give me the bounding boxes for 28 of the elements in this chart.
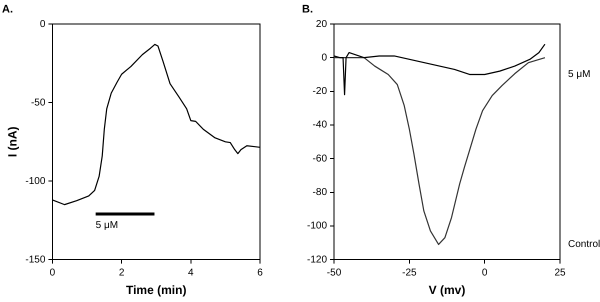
y-tick-label: 0 <box>321 52 328 64</box>
x-tick-label: 4 <box>188 267 194 278</box>
y-tick-label: -120 <box>307 254 328 266</box>
y-tick-label: -100 <box>307 220 328 232</box>
y-tick-label: -40 <box>312 120 328 131</box>
y-tick-label: -100 <box>25 176 46 187</box>
x-tick-label: 2 <box>118 267 125 278</box>
y-tick-label: -150 <box>25 254 46 266</box>
x-tick-label: -50 <box>326 267 342 278</box>
y-tick-label: 0 <box>40 18 46 30</box>
y-axis-title: I (nA) <box>6 126 20 158</box>
y-tick-label: -80 <box>312 187 328 198</box>
y-tick-label: 20 <box>316 18 328 30</box>
y-tick-label: -20 <box>312 86 328 98</box>
x-tick-label: 0 <box>50 267 56 278</box>
x-tick-label: 6 <box>257 267 264 278</box>
y-tick-label: -50 <box>30 97 46 108</box>
x-axis-title: Time (min) <box>126 283 186 298</box>
x-tick-label: 0 <box>482 267 488 278</box>
chart-title: B. <box>302 4 313 16</box>
series-label: 5 μM <box>96 220 118 231</box>
chart-title: A. <box>2 4 13 16</box>
text: Control <box>568 239 600 250</box>
text: 5 μM <box>568 69 590 80</box>
y-tick-label: -60 <box>312 153 328 164</box>
x-tick-label: 25 <box>554 267 566 278</box>
x-axis-title: V (mv) <box>428 283 466 298</box>
x-tick-label: -25 <box>402 267 418 278</box>
